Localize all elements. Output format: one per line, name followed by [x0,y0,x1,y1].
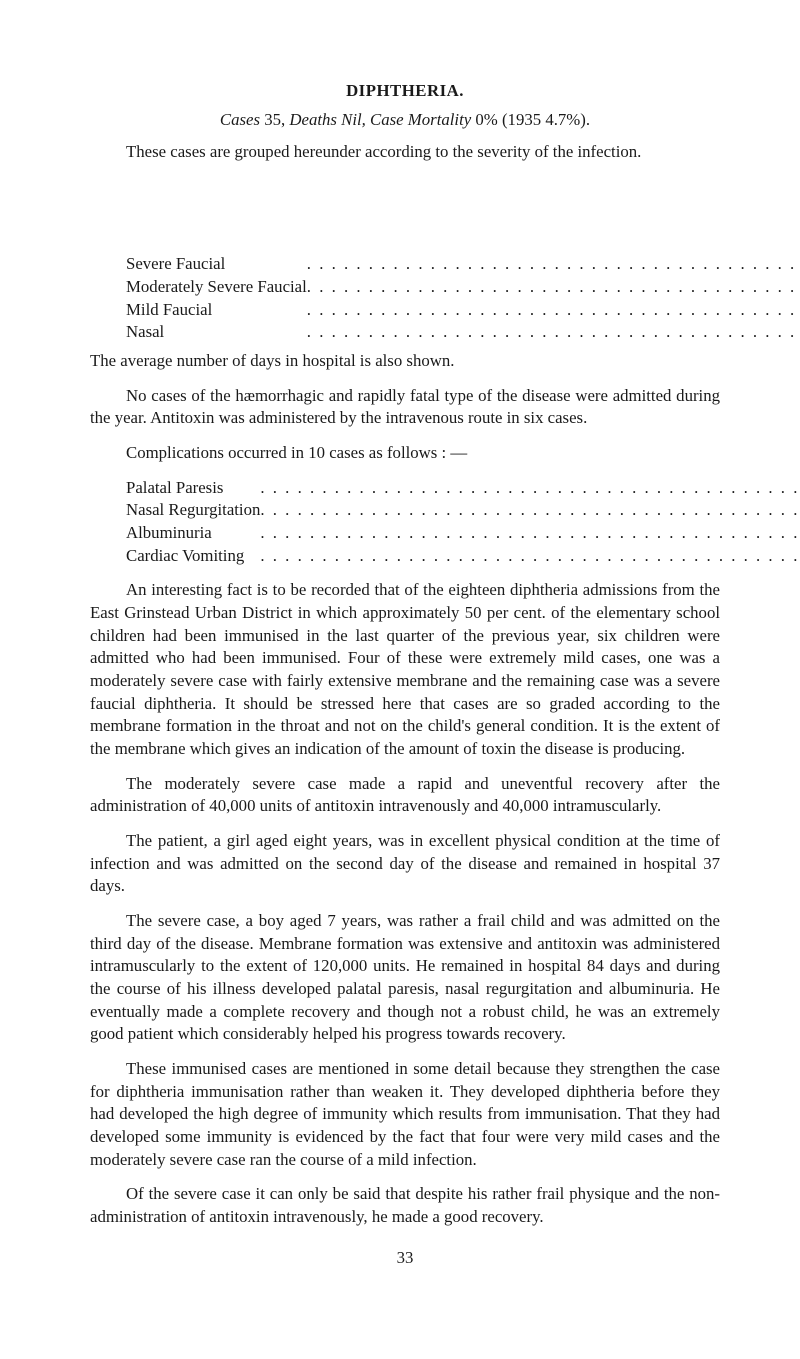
leader-dots [307,276,800,299]
table-row: Nasal Regurgitation 2 [90,499,800,522]
cases-label: Cases [220,110,260,129]
table-row: Moderately Severe Faucial 15 48.8 [90,276,800,299]
severity-label: Mild Faucial [90,299,307,322]
patient-paragraph: The patient, a girl aged eight years, wa… [90,830,720,898]
severity-label: Nasal [90,321,307,344]
page-title: DIPHTHERIA. [90,80,720,103]
severity-label: Severe Faucial [90,253,307,276]
intro-paragraph: These cases are grouped hereunder accord… [90,141,720,164]
complications-table: Palatal Paresis 5 Nasal Regurgitation 2 … [90,477,800,568]
interesting-paragraph: An interesting fact is to be recorded th… [90,579,720,760]
immunised-paragraph: These immunised cases are mentioned in s… [90,1058,720,1171]
leader-dots [260,499,800,522]
leader-dots [307,299,800,322]
leader-dots [260,545,800,568]
cases-subtitle: Cases 35, Deaths Nil, Case Mortality 0% … [90,109,720,132]
leader-dots [307,321,800,344]
moderate-paragraph: The moderately severe case made a rapid … [90,773,720,818]
table-row: Cardiac Vomiting 1 [90,545,800,568]
avg-header-row: Average days per Patient [90,176,800,253]
complication-label: Palatal Paresis [90,477,260,500]
severity-label: Moderately Severe Faucial [90,276,307,299]
page-number: 33 [90,1247,720,1270]
table-row: Albuminuria 4 [90,522,800,545]
no-cases-paragraph: No cases of the hæmorrhagic and rapidly … [90,385,720,430]
ofsevere-paragraph: Of the severe case it can only be said t… [90,1183,720,1228]
table-row: Severe Faucial 8 69.4 [90,253,800,276]
cases-value: 35, [264,110,285,129]
leader-dots [260,477,800,500]
deaths-label: Deaths Nil, Case Mortality [289,110,471,129]
leader-dots [260,522,800,545]
stats-footer: The average number of days in hospital i… [90,350,720,373]
table-row: Palatal Paresis 5 [90,477,800,500]
table-row: Mild Faucial 10 37.5 [90,299,800,322]
document-page: DIPHTHERIA. Cases 35, Deaths Nil, Case M… [0,0,800,1359]
severity-table: Average days per Patient Severe Faucial … [90,176,800,344]
complications-intro: Complications occurred in 10 cases as fo… [90,442,720,465]
complication-label: Albuminuria [90,522,260,545]
leader-dots [307,253,800,276]
severe-paragraph: The severe case, a boy aged 7 years, was… [90,910,720,1046]
complication-label: Cardiac Vomiting [90,545,260,568]
table-row: Nasal 2 35.2 [90,321,800,344]
complication-label: Nasal Regurgitation [90,499,260,522]
rate-value: 0% (1935 4.7%). [475,110,590,129]
